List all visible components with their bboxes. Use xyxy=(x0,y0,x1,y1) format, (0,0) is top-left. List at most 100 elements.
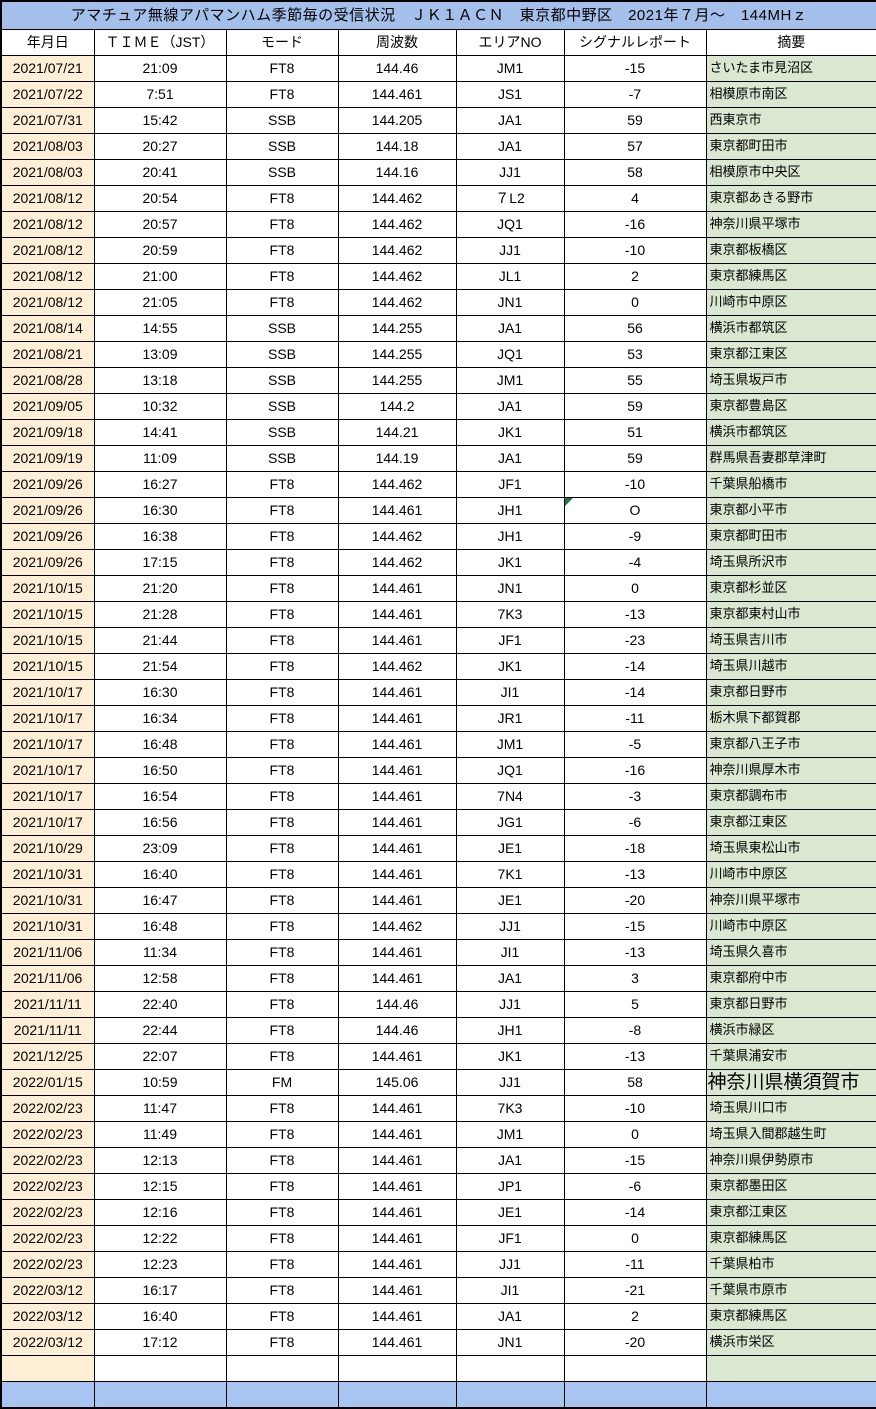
date-cell[interactable]: 2021/10/29 xyxy=(0,835,95,862)
frequency-cell[interactable]: 144.18 xyxy=(337,133,457,160)
time-cell[interactable]: 20:54 xyxy=(93,185,227,212)
area-cell[interactable]: JM1 xyxy=(455,731,565,758)
signal-cell[interactable]: -18 xyxy=(563,835,707,862)
date-cell[interactable]: 2021/11/11 xyxy=(0,1017,95,1044)
date-cell[interactable]: 2021/10/17 xyxy=(0,783,95,810)
mode-cell[interactable]: FT8 xyxy=(225,55,339,82)
time-cell[interactable]: 16:40 xyxy=(93,1303,227,1330)
mode-cell[interactable]: FT8 xyxy=(225,1277,339,1304)
summary-cell[interactable]: 川崎市中原区 xyxy=(705,913,876,940)
signal-cell[interactable]: 58 xyxy=(563,1069,707,1096)
time-cell[interactable]: 12:16 xyxy=(93,1199,227,1226)
area-cell[interactable]: JJ1 xyxy=(455,159,565,186)
column-header-time[interactable]: ＴＩＭＥ（JST） xyxy=(93,29,227,56)
signal-cell[interactable]: -13 xyxy=(563,601,707,628)
mode-cell[interactable]: FT8 xyxy=(225,211,339,238)
summary-cell[interactable]: 東京都東村山市 xyxy=(705,601,876,628)
signal-cell[interactable]: -3 xyxy=(563,783,707,810)
summary-cell[interactable]: 神奈川県平塚市 xyxy=(705,887,876,914)
summary-cell[interactable]: 相模原市南区 xyxy=(705,81,876,108)
frequency-cell[interactable]: 144.461 xyxy=(337,861,457,888)
signal-cell[interactable]: 53 xyxy=(563,341,707,368)
footer-cell[interactable] xyxy=(563,1381,707,1409)
frequency-cell[interactable]: 144.462 xyxy=(337,471,457,498)
time-cell[interactable]: 10:59 xyxy=(93,1069,227,1096)
summary-cell[interactable]: 埼玉県川越市 xyxy=(705,653,876,680)
signal-cell[interactable]: 51 xyxy=(563,419,707,446)
summary-cell[interactable]: 東京都八王子市 xyxy=(705,731,876,758)
signal-cell[interactable]: -13 xyxy=(563,939,707,966)
date-cell[interactable]: 2022/02/23 xyxy=(0,1121,95,1148)
signal-cell[interactable]: 3 xyxy=(563,965,707,992)
date-cell[interactable]: 2021/09/05 xyxy=(0,393,95,420)
footer-cell[interactable] xyxy=(705,1381,876,1409)
signal-cell[interactable]: -10 xyxy=(563,471,707,498)
frequency-cell[interactable]: 144.461 xyxy=(337,835,457,862)
time-cell[interactable]: 16:48 xyxy=(93,731,227,758)
mode-cell[interactable]: FT8 xyxy=(225,471,339,498)
signal-cell[interactable]: 57 xyxy=(563,133,707,160)
frequency-cell[interactable]: 144.2 xyxy=(337,393,457,420)
time-cell[interactable]: 12:23 xyxy=(93,1251,227,1278)
date-cell[interactable]: 2021/10/15 xyxy=(0,575,95,602)
frequency-cell[interactable]: 144.21 xyxy=(337,419,457,446)
summary-cell[interactable]: 横浜市都筑区 xyxy=(705,419,876,446)
summary-cell[interactable]: 東京都町田市 xyxy=(705,523,876,550)
date-cell[interactable]: 2021/08/12 xyxy=(0,263,95,290)
area-cell[interactable]: JA1 xyxy=(455,445,565,472)
mode-cell[interactable]: FT8 xyxy=(225,913,339,940)
area-cell[interactable]: 7K3 xyxy=(455,1095,565,1122)
footer-cell[interactable] xyxy=(93,1381,227,1409)
date-cell[interactable]: 2021/08/12 xyxy=(0,237,95,264)
frequency-cell[interactable]: 144.46 xyxy=(337,1017,457,1044)
footer-cell[interactable] xyxy=(225,1381,339,1409)
signal-cell[interactable]: 59 xyxy=(563,445,707,472)
signal-cell[interactable]: 56 xyxy=(563,315,707,342)
frequency-cell[interactable]: 144.462 xyxy=(337,237,457,264)
mode-cell[interactable]: FT8 xyxy=(225,679,339,706)
frequency-cell[interactable]: 144.461 xyxy=(337,497,457,524)
area-cell[interactable] xyxy=(455,1355,565,1382)
area-cell[interactable]: JA1 xyxy=(455,965,565,992)
frequency-cell[interactable]: 144.461 xyxy=(337,1121,457,1148)
mode-cell[interactable] xyxy=(225,1355,339,1382)
mode-cell[interactable]: FT8 xyxy=(225,81,339,108)
frequency-cell[interactable]: 144.461 xyxy=(337,601,457,628)
frequency-cell[interactable]: 144.46 xyxy=(337,55,457,82)
area-cell[interactable]: JJ1 xyxy=(455,913,565,940)
area-cell[interactable]: JF1 xyxy=(455,1225,565,1252)
summary-cell[interactable]: 東京都江東区 xyxy=(705,341,876,368)
signal-cell[interactable]: -14 xyxy=(563,653,707,680)
frequency-cell[interactable]: 144.16 xyxy=(337,159,457,186)
summary-cell[interactable]: 東京都豊島区 xyxy=(705,393,876,420)
area-cell[interactable]: JK1 xyxy=(455,1043,565,1070)
column-header-summary[interactable]: 摘要 xyxy=(705,29,876,56)
summary-cell[interactable]: 川崎市中原区 xyxy=(705,289,876,316)
mode-cell[interactable]: FT8 xyxy=(225,1199,339,1226)
summary-cell[interactable]: 東京都あきる野市 xyxy=(705,185,876,212)
summary-cell[interactable]: 埼玉県久喜市 xyxy=(705,939,876,966)
date-cell[interactable]: 2021/10/31 xyxy=(0,887,95,914)
mode-cell[interactable]: FT8 xyxy=(225,1251,339,1278)
signal-cell[interactable]: 0 xyxy=(563,1121,707,1148)
date-cell[interactable]: 2021/10/17 xyxy=(0,757,95,784)
mode-cell[interactable]: FT8 xyxy=(225,757,339,784)
date-cell[interactable]: 2021/10/17 xyxy=(0,731,95,758)
area-cell[interactable]: JK1 xyxy=(455,549,565,576)
date-cell[interactable]: 2021/12/25 xyxy=(0,1043,95,1070)
frequency-cell[interactable]: 144.461 xyxy=(337,1147,457,1174)
signal-cell[interactable]: -16 xyxy=(563,757,707,784)
mode-cell[interactable]: FM xyxy=(225,1069,339,1096)
area-cell[interactable]: JA1 xyxy=(455,315,565,342)
column-header-mode[interactable]: モード xyxy=(225,29,339,56)
area-cell[interactable]: JI1 xyxy=(455,939,565,966)
mode-cell[interactable]: FT8 xyxy=(225,1225,339,1252)
frequency-cell[interactable]: 144.461 xyxy=(337,887,457,914)
frequency-cell[interactable]: 144.205 xyxy=(337,107,457,134)
time-cell[interactable]: 14:41 xyxy=(93,419,227,446)
area-cell[interactable]: JQ1 xyxy=(455,211,565,238)
time-cell[interactable]: 16:38 xyxy=(93,523,227,550)
mode-cell[interactable]: FT8 xyxy=(225,575,339,602)
mode-cell[interactable]: FT8 xyxy=(225,705,339,732)
time-cell[interactable]: 11:49 xyxy=(93,1121,227,1148)
